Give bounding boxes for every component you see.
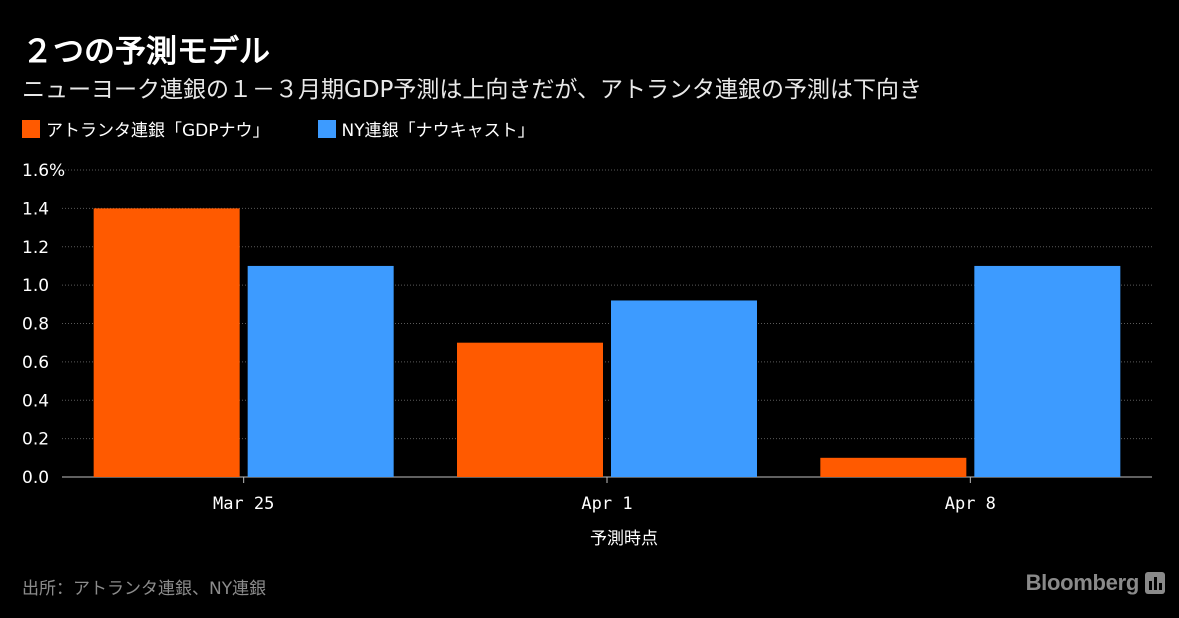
y-tick-label: 0.6 [22, 353, 49, 373]
bloomberg-chart-icon [1145, 572, 1165, 594]
y-tick-label: 1.4 [22, 199, 49, 219]
x-tick-label: Apr 1 [581, 494, 632, 514]
y-tick-label: 0.0 [22, 468, 49, 488]
x-axis-label: 予測時点 [590, 529, 658, 549]
y-tick-label: 1.2 [22, 238, 49, 258]
legend-swatch-ny [317, 119, 336, 138]
legend: アトランタ連銀「GDPナウ」 NY連銀「ナウキャスト」 [22, 116, 583, 141]
bar-ny [247, 265, 394, 477]
y-tick-label: 1.6% [22, 161, 65, 181]
legend-swatch-atlanta [22, 119, 40, 138]
x-tick-label: Apr 8 [945, 494, 996, 514]
legend-label-ny: NY連銀「ナウキャスト」 [341, 121, 535, 141]
legend-label-atlanta: アトランタ連銀「GDPナウ」 [46, 121, 270, 141]
chart-title: ２つの予測モデル [22, 34, 270, 70]
legend-item-atlanta: アトランタ連銀「GDPナウ」 [22, 116, 270, 141]
source-note: 出所：アトランタ連銀、NY連銀 [22, 579, 267, 599]
brand-name: Bloomberg [1025, 570, 1140, 595]
y-tick-label: 0.8 [22, 315, 49, 335]
bar-atlanta [820, 457, 967, 477]
bar-ny [611, 300, 757, 477]
bloomberg-logo: Bloomberg [1026, 570, 1165, 596]
y-tick-label: 1.0 [22, 276, 49, 296]
y-tick-label: 0.2 [22, 430, 49, 450]
bar-atlanta [457, 342, 603, 477]
bar-chart: 0.0 0.2 0.4 0.6 0.8 1.0 1.2 1.4 1.6% Mar 25 Apr 1 A… [22, 161, 1152, 549]
x-tick-label: Mar 25 [213, 494, 274, 514]
chart-subtitle: ニューヨーク連銀の１－３月期GDP予測は上向きだが、アトランタ連銀の予測は下向き [22, 77, 922, 103]
y-tick-label: 0.4 [22, 391, 49, 411]
bar-ny [974, 265, 1121, 477]
legend-item-ny: NY連銀「ナウキャスト」 [317, 116, 535, 141]
bar-atlanta [93, 208, 240, 477]
